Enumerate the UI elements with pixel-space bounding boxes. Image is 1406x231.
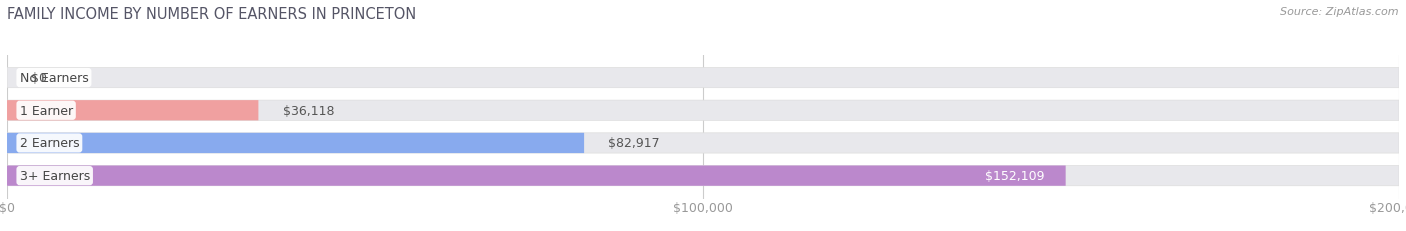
Text: $0: $0 <box>31 72 48 85</box>
Text: 2 Earners: 2 Earners <box>20 137 79 150</box>
Text: No Earners: No Earners <box>20 72 89 85</box>
FancyBboxPatch shape <box>7 101 259 121</box>
Text: 1 Earner: 1 Earner <box>20 104 73 117</box>
Text: FAMILY INCOME BY NUMBER OF EARNERS IN PRINCETON: FAMILY INCOME BY NUMBER OF EARNERS IN PR… <box>7 7 416 22</box>
Text: $152,109: $152,109 <box>986 169 1045 182</box>
FancyBboxPatch shape <box>7 101 1399 121</box>
FancyBboxPatch shape <box>7 133 1399 153</box>
FancyBboxPatch shape <box>7 166 1399 186</box>
Text: $82,917: $82,917 <box>609 137 659 150</box>
Text: 3+ Earners: 3+ Earners <box>20 169 90 182</box>
FancyBboxPatch shape <box>7 133 583 153</box>
FancyBboxPatch shape <box>7 68 1399 88</box>
Text: Source: ZipAtlas.com: Source: ZipAtlas.com <box>1281 7 1399 17</box>
Text: $36,118: $36,118 <box>283 104 335 117</box>
FancyBboxPatch shape <box>7 166 1066 186</box>
